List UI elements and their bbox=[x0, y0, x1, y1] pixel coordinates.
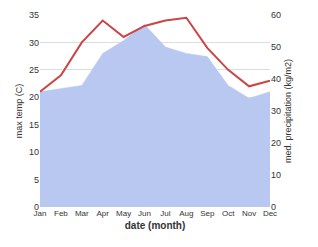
svg-text:0: 0 bbox=[271, 202, 276, 212]
svg-text:35: 35 bbox=[29, 10, 39, 20]
svg-text:15: 15 bbox=[29, 120, 39, 130]
svg-text:May: May bbox=[116, 209, 131, 218]
svg-text:25: 25 bbox=[29, 65, 39, 75]
svg-text:Feb: Feb bbox=[54, 209, 68, 218]
svg-text:10: 10 bbox=[29, 147, 39, 157]
svg-text:50: 50 bbox=[271, 42, 281, 52]
svg-text:20: 20 bbox=[29, 92, 39, 102]
svg-text:Jul: Jul bbox=[160, 209, 170, 218]
svg-text:5: 5 bbox=[34, 175, 39, 185]
svg-text:30: 30 bbox=[271, 106, 281, 116]
svg-text:60: 60 bbox=[271, 10, 281, 20]
svg-text:date (month): date (month) bbox=[125, 220, 186, 231]
svg-text:20: 20 bbox=[271, 138, 281, 148]
svg-text:Sep: Sep bbox=[200, 209, 215, 218]
svg-text:Dec: Dec bbox=[263, 209, 277, 218]
svg-text:Jan: Jan bbox=[34, 209, 47, 218]
svg-text:Oct: Oct bbox=[222, 209, 235, 218]
svg-text:Mar: Mar bbox=[75, 209, 89, 218]
svg-text:40: 40 bbox=[271, 74, 281, 84]
svg-text:med. precipitation (kg/m2): med. precipitation (kg/m2) bbox=[283, 59, 293, 163]
svg-text:Aug: Aug bbox=[179, 209, 193, 218]
svg-text:Nov: Nov bbox=[242, 209, 256, 218]
svg-text:Apr: Apr bbox=[97, 209, 110, 218]
svg-text:max temp (C): max temp (C) bbox=[14, 84, 24, 139]
svg-text:Jun: Jun bbox=[138, 209, 151, 218]
svg-text:10: 10 bbox=[271, 170, 281, 180]
svg-text:0: 0 bbox=[34, 202, 39, 212]
svg-text:30: 30 bbox=[29, 38, 39, 48]
